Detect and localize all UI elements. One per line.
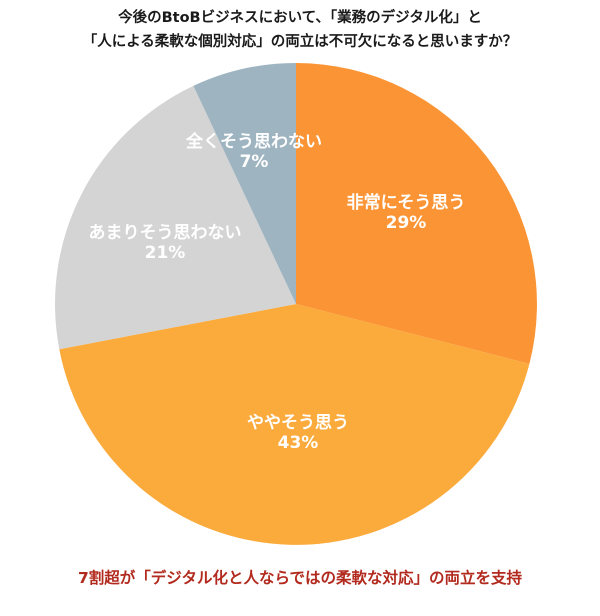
slice-label-text: 非常にそう思う bbox=[346, 193, 466, 213]
chart-annotation: 7割超が「デジタル化と人ならではの柔軟な対応」の両立を支持 bbox=[77, 569, 522, 587]
slice-somewhat-agree bbox=[59, 304, 530, 545]
slice-label-pct: 21% bbox=[144, 243, 186, 263]
slice-label-text: あまりそう思わない bbox=[88, 223, 242, 243]
chart-title-line-2: 「人による柔軟な個別対応」の両立は不可欠になると思いますか？ bbox=[82, 34, 518, 50]
slice-label-pct: 7% bbox=[239, 152, 269, 172]
slice-label-somewhat-disagree: あまりそう思わない 21% bbox=[89, 223, 242, 263]
chart-title-line-1: 今後のBtoBビジネスにおいて、「業務のデジタル化」と bbox=[118, 10, 482, 26]
slice-label-text: 全くそう思わない bbox=[186, 132, 322, 152]
slice-label-strongly-agree: 非常にそう思う 29% bbox=[347, 193, 466, 233]
slice-label-strongly-disagree: 全くそう思わない 7% bbox=[186, 132, 322, 172]
slice-somewhat-disagree bbox=[55, 85, 296, 350]
slice-label-somewhat-agree: ややそう思う 43% bbox=[247, 413, 349, 453]
slice-strongly-disagree bbox=[193, 62, 296, 305]
slice-label-text: ややそう思う bbox=[247, 413, 349, 433]
slice-strongly-agree bbox=[296, 63, 537, 364]
slice-label-pct: 29% bbox=[385, 213, 427, 233]
slice-label-pct: 43% bbox=[277, 433, 319, 453]
